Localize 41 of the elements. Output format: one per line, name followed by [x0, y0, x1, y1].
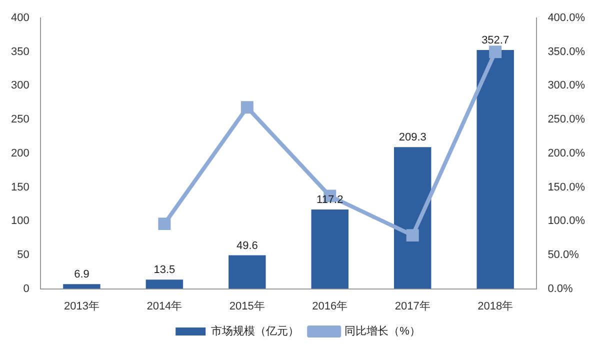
data-label: 49.6 [236, 240, 258, 252]
y2-tick-label: 200.0% [548, 147, 586, 160]
x-tick-label: 2018年 [478, 300, 514, 312]
y-tick-label: 250 [10, 114, 30, 126]
data-label: 209.3 [398, 132, 426, 144]
y-tick-label: 350 [10, 46, 30, 58]
data-label: 13.5 [154, 264, 176, 276]
point [406, 229, 419, 242]
point [240, 101, 254, 114]
bar [311, 209, 348, 289]
y-tick-label: 300 [10, 80, 30, 92]
bar [63, 284, 100, 289]
y2-tick-label: 400.0% [548, 12, 586, 24]
y-tick-label: 50 [17, 248, 30, 261]
y2-tick-label: 300.0% [548, 80, 586, 92]
y-tick-label: 400 [10, 12, 30, 24]
data-label: 6.9 [74, 268, 90, 281]
y2-tick-label: 250.0% [548, 114, 586, 126]
y-tick-label: 200 [10, 147, 30, 160]
legend-label: 同比增长（%） [344, 324, 420, 338]
data-label: 352.7 [482, 34, 510, 47]
y-tick-label: 150 [10, 181, 30, 194]
bar [228, 255, 266, 289]
y-tick-label: 0 [23, 282, 30, 295]
y2-tick-label: 0.0% [548, 282, 573, 295]
x-tick-label: 2016年 [312, 300, 348, 312]
y2-tick-label: 50.0% [548, 248, 580, 261]
x-tick-label: 2017年 [394, 300, 430, 312]
x-tick-label: 2015年 [229, 300, 265, 312]
bar [146, 280, 184, 289]
point [158, 218, 171, 230]
bar [476, 50, 514, 289]
legend-label: 市场规模（亿元） [211, 324, 300, 338]
y2-tick-label: 150.0% [548, 181, 586, 194]
bar [394, 147, 432, 289]
y2-tick-label: 100.0% [548, 215, 586, 228]
y-tick-label: 100 [10, 215, 30, 228]
x-tick-label: 2013年 [64, 300, 100, 312]
y2-tick-label: 350.0% [548, 46, 586, 58]
point [489, 46, 502, 58]
x-tick-label: 2014年 [146, 300, 182, 312]
